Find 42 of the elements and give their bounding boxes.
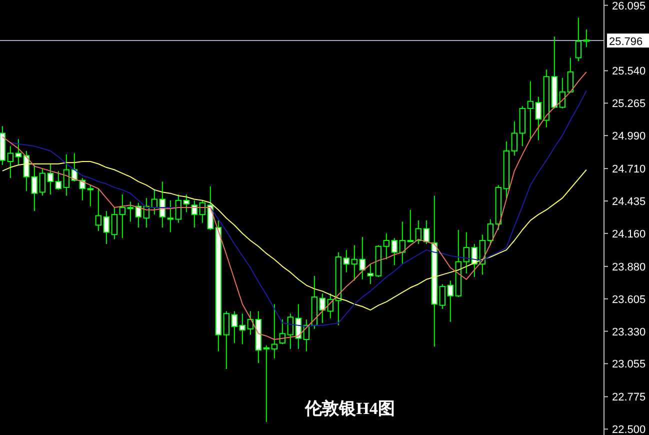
candlestick <box>255 310 262 364</box>
candlestick <box>535 96 542 141</box>
y-tick-label: 24.435 <box>612 196 646 208</box>
candlestick <box>239 313 246 345</box>
y-tick-label: 24.160 <box>612 228 646 240</box>
y-tick-label: 26.095 <box>612 0 646 12</box>
candlestick <box>47 163 54 196</box>
candlestick <box>63 154 70 196</box>
candlestick <box>543 69 550 128</box>
y-tick-label: 22.500 <box>612 424 646 435</box>
candlestick <box>119 194 126 239</box>
candlestick <box>359 236 366 280</box>
candlestick <box>503 140 510 199</box>
candlestick <box>463 232 470 274</box>
candlestick <box>167 200 174 233</box>
candlestick <box>367 264 374 285</box>
y-tick-label: 23.605 <box>612 294 646 306</box>
y-tick-label: 23.055 <box>612 358 646 371</box>
candlestick <box>319 293 326 324</box>
candlestick <box>431 195 438 348</box>
candlestick <box>399 221 406 265</box>
text: 伦敦银H4图 <box>304 399 395 418</box>
candlestick <box>351 244 358 282</box>
y-tick-label: 23.330 <box>612 326 646 338</box>
ref-line-label: 25.796 <box>609 36 643 48</box>
y-tick-label: 24.990 <box>612 130 646 143</box>
candlestick <box>447 280 454 322</box>
candlestick <box>7 146 14 179</box>
y-tick-label: 25.265 <box>612 98 646 110</box>
candlestick <box>271 304 278 359</box>
candlestick <box>383 232 390 260</box>
candlestick <box>95 188 102 232</box>
candlestick <box>527 80 534 140</box>
y-tick-label: 23.880 <box>612 261 646 274</box>
y-tick-label: 25.540 <box>612 66 646 78</box>
candlestick <box>231 310 238 344</box>
candlestick <box>31 164 38 212</box>
candlestick <box>343 249 350 273</box>
y-tick-label: 24.710 <box>612 164 646 176</box>
candlestick <box>103 210 110 245</box>
candlestick <box>215 220 222 352</box>
y-tick-label: 22.775 <box>612 392 646 404</box>
